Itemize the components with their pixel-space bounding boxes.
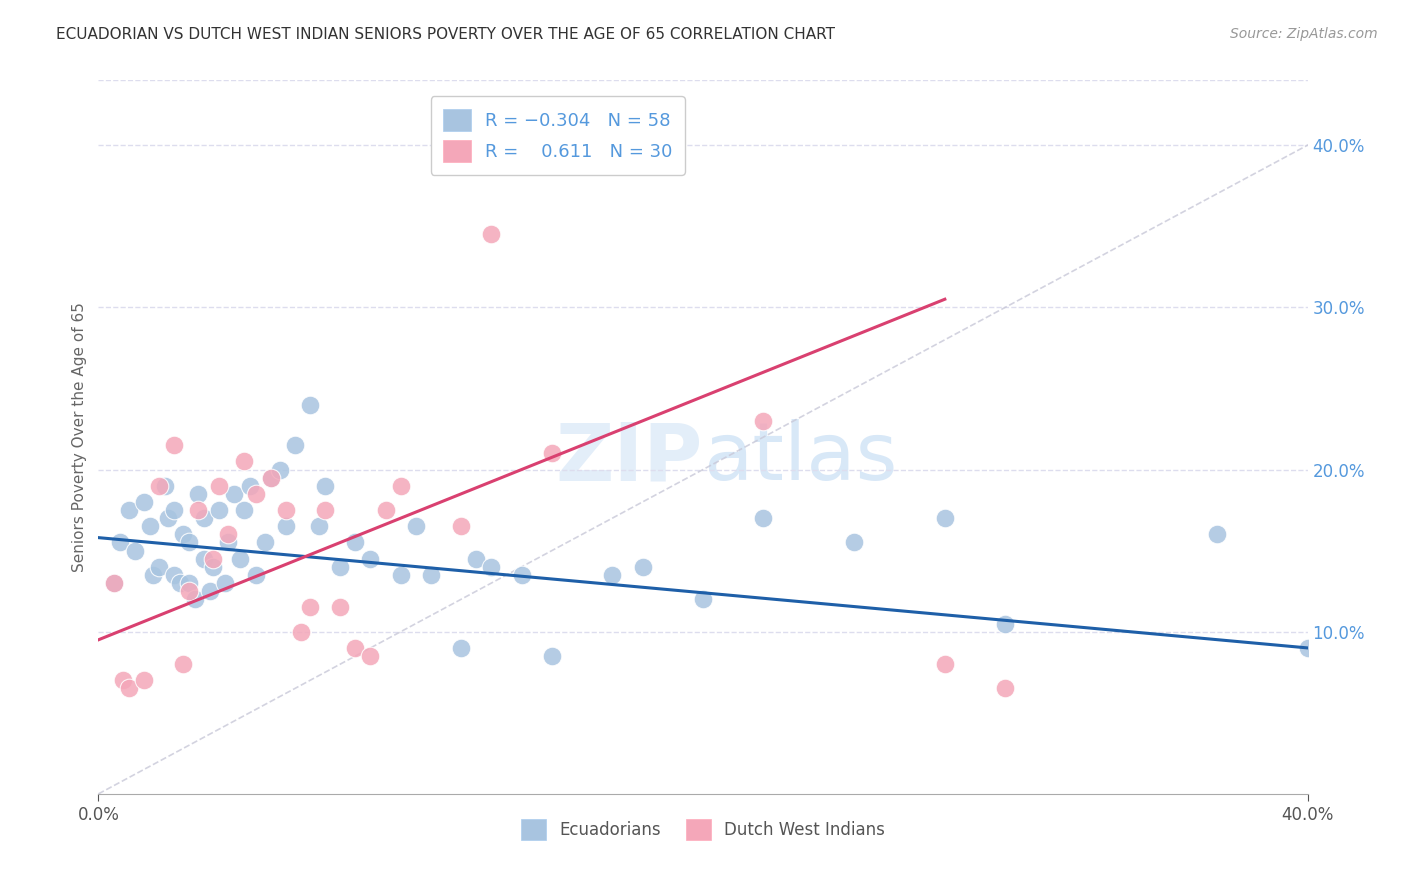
Point <box>844 535 866 549</box>
Point <box>360 648 382 663</box>
Point <box>284 438 307 452</box>
Point <box>232 503 254 517</box>
Text: ECUADORIAN VS DUTCH WEST INDIAN SENIORS POVERTY OVER THE AGE OF 65 CORRELATION C: ECUADORIAN VS DUTCH WEST INDIAN SENIORS … <box>56 27 835 42</box>
Point <box>103 576 125 591</box>
Point <box>148 559 170 574</box>
Point <box>156 511 179 525</box>
Point <box>124 543 146 558</box>
Point <box>214 576 236 591</box>
Point <box>481 559 503 574</box>
Point <box>132 495 155 509</box>
Point <box>108 535 131 549</box>
Y-axis label: Seniors Poverty Over the Age of 65: Seniors Poverty Over the Age of 65 <box>72 302 87 572</box>
Point <box>253 535 276 549</box>
Point <box>202 551 225 566</box>
Legend: Ecuadorians, Dutch West Indians: Ecuadorians, Dutch West Indians <box>515 813 891 847</box>
Point <box>934 657 956 672</box>
Point <box>450 519 472 533</box>
Point <box>224 487 246 501</box>
Point <box>193 551 215 566</box>
Point <box>260 470 283 484</box>
Point <box>329 600 352 615</box>
Point <box>274 519 297 533</box>
Point <box>118 503 141 517</box>
Point <box>169 576 191 591</box>
Point <box>450 640 472 655</box>
Point <box>245 568 267 582</box>
Point <box>540 446 562 460</box>
Text: atlas: atlas <box>703 419 897 498</box>
Point <box>692 592 714 607</box>
Point <box>139 519 162 533</box>
Point <box>631 559 654 574</box>
Point <box>420 568 443 582</box>
Point <box>163 438 186 452</box>
Point <box>389 568 412 582</box>
Point <box>481 227 503 242</box>
Point <box>132 673 155 688</box>
Point <box>465 551 488 566</box>
Point <box>994 681 1017 696</box>
Point <box>1206 527 1229 541</box>
Point <box>187 487 209 501</box>
Point <box>389 479 412 493</box>
Point <box>118 681 141 696</box>
Point <box>994 616 1017 631</box>
Point <box>360 551 382 566</box>
Point <box>314 503 336 517</box>
Point <box>229 551 252 566</box>
Point <box>374 503 396 517</box>
Point <box>179 535 201 549</box>
Point <box>163 568 186 582</box>
Point <box>179 576 201 591</box>
Point <box>187 503 209 517</box>
Point <box>184 592 207 607</box>
Point <box>172 527 194 541</box>
Point <box>510 568 533 582</box>
Point <box>193 511 215 525</box>
Point <box>208 503 231 517</box>
Point <box>314 479 336 493</box>
Point <box>245 487 267 501</box>
Point <box>172 657 194 672</box>
Point <box>934 511 956 525</box>
Point <box>111 673 134 688</box>
Text: Source: ZipAtlas.com: Source: ZipAtlas.com <box>1230 27 1378 41</box>
Point <box>329 559 352 574</box>
Point <box>200 584 222 599</box>
Point <box>179 584 201 599</box>
Point <box>290 624 312 639</box>
Point <box>344 640 367 655</box>
Point <box>269 462 291 476</box>
Point <box>148 479 170 493</box>
Point <box>153 479 176 493</box>
Point <box>274 503 297 517</box>
Point <box>344 535 367 549</box>
Point <box>260 470 283 484</box>
Point <box>602 568 624 582</box>
Point <box>232 454 254 468</box>
Point <box>163 503 186 517</box>
Point <box>299 600 322 615</box>
Point <box>217 527 239 541</box>
Point <box>142 568 165 582</box>
Point <box>239 479 262 493</box>
Point <box>1296 640 1319 655</box>
Point <box>405 519 427 533</box>
Point <box>752 414 775 428</box>
Text: ZIP: ZIP <box>555 419 703 498</box>
Point <box>308 519 330 533</box>
Point <box>208 479 231 493</box>
Point <box>202 559 225 574</box>
Point <box>217 535 239 549</box>
Point <box>752 511 775 525</box>
Point <box>103 576 125 591</box>
Point <box>540 648 562 663</box>
Point <box>299 398 322 412</box>
